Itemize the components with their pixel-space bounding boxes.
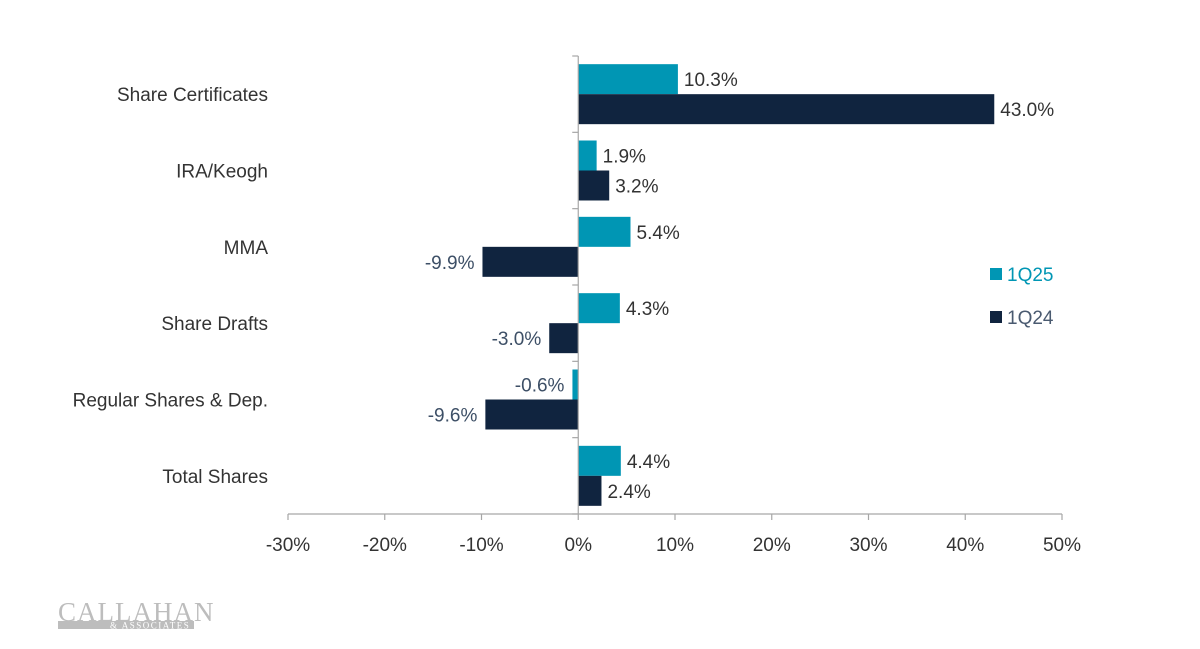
data-label-1q24-total-shares: 2.4% <box>607 482 650 503</box>
data-label-1q25-total-shares: 4.4% <box>627 452 670 473</box>
bars-layer <box>482 64 995 506</box>
category-label-share-certificates: Share Certificates <box>117 85 268 106</box>
axes-layer <box>287 55 1063 520</box>
data-label-1q24-regular-shares-and-dep: -9.6% <box>428 406 478 427</box>
bar-1q25-share-drafts <box>578 293 620 324</box>
data-label-1q25-share-certificates: 10.3% <box>684 70 738 91</box>
bar-1q24-regular-shares-and-dep <box>485 399 579 430</box>
logo-bar <box>58 621 194 629</box>
category-label-share-drafts: Share Drafts <box>161 314 268 335</box>
category-label-regular-shares-and-dep: Regular Shares & Dep. <box>73 391 268 412</box>
tick-labels: -30% -20% -10% 0% 10% 20% 30% 40% 50% <box>266 535 1081 556</box>
x-tick-label: 50% <box>1043 535 1081 556</box>
x-tick-label: 0% <box>565 535 593 556</box>
data-label-1q25-mma: 5.4% <box>637 223 680 244</box>
category-label-total-shares: Total Shares <box>162 467 268 488</box>
data-label-1q25-regular-shares-and-dep: -0.6% <box>515 376 565 397</box>
data-labels: 10.3% 43.0% 1.9% 3.2% 5.4% -9.9% 4.3% -3.0% -0.6… <box>425 70 1054 503</box>
legend[interactable]: 1Q25 1Q24 <box>990 265 1054 329</box>
legend-label-1q24[interactable]: 1Q24 <box>1007 308 1054 329</box>
legend-label-1q25[interactable]: 1Q25 <box>1007 265 1053 286</box>
bar-1q25-total-shares <box>578 445 621 476</box>
data-label-1q24-ira-keogh: 3.2% <box>615 177 658 198</box>
bar-1q25-ira-keogh <box>578 140 597 171</box>
data-label-1q25-share-drafts: 4.3% <box>626 299 669 320</box>
data-label-1q24-share-certificates: 43.0% <box>1000 100 1054 121</box>
data-label-1q24-share-drafts: -3.0% <box>492 329 542 350</box>
x-tick-label: 30% <box>849 535 887 556</box>
x-tick-label: -20% <box>363 535 407 556</box>
bar-1q25-regular-shares-and-dep <box>572 369 579 400</box>
bar-1q24-ira-keogh <box>578 170 610 201</box>
bar-1q25-share-certificates <box>578 64 678 95</box>
legend-swatch-1q24 <box>990 311 1002 323</box>
x-tick-label: -30% <box>266 535 310 556</box>
bar-1q25-mma <box>578 216 631 247</box>
logo-subtitle: & ASSOCIATES <box>110 621 190 631</box>
callahan-logo: CALLAHAN & ASSOCIATES <box>58 597 214 631</box>
x-tick-label: 10% <box>656 535 694 556</box>
bar-1q24-share-drafts <box>549 323 579 354</box>
category-labels: Share Certificates IRA/Keogh MMA Share Draf… <box>73 85 269 488</box>
legend-swatch-1q25 <box>990 268 1002 280</box>
category-label-ira-keogh: IRA/Keogh <box>176 162 268 183</box>
x-tick-label: -10% <box>459 535 503 556</box>
bar-1q24-total-shares <box>578 475 602 506</box>
data-label-1q24-mma: -9.9% <box>425 253 475 274</box>
data-label-1q25-ira-keogh: 1.9% <box>603 147 646 168</box>
bar-1q24-share-certificates <box>578 94 995 125</box>
x-tick-label: 40% <box>946 535 984 556</box>
x-tick-label: 20% <box>753 535 791 556</box>
category-label-mma: MMA <box>224 238 269 259</box>
bar-1q24-mma <box>482 246 579 277</box>
